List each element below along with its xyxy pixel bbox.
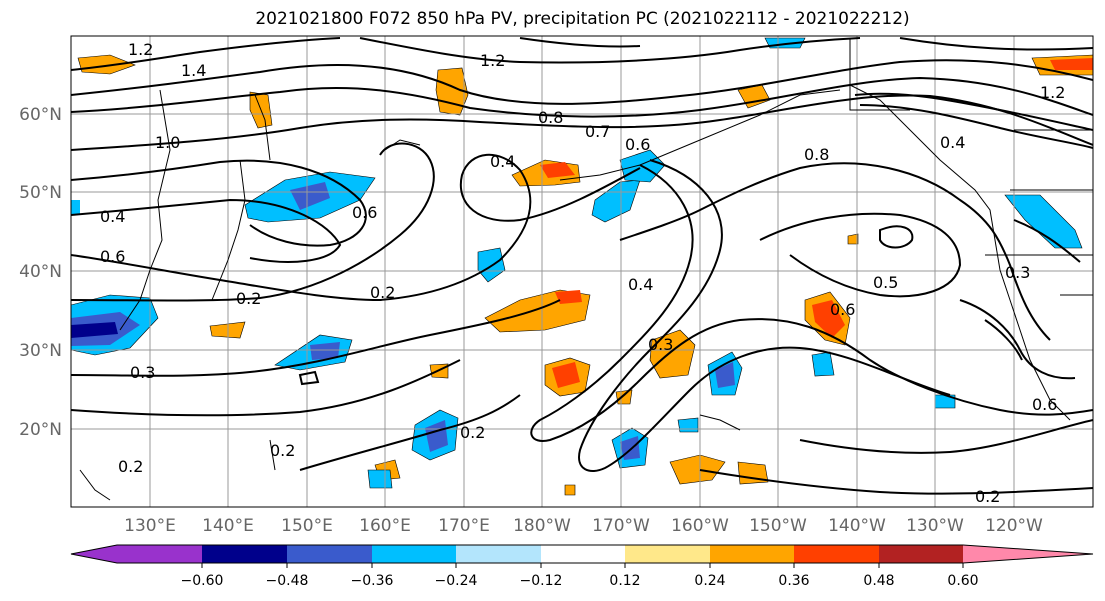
lon-label: 130°W xyxy=(906,516,964,536)
coastlines xyxy=(79,38,1093,501)
colorbar-outline xyxy=(70,544,1094,564)
positive-precip-areas xyxy=(77,54,1093,496)
colorbar-tick-label: 0.24 xyxy=(694,573,725,589)
colorbar-cell xyxy=(287,545,372,563)
colorbar-tick-label: −0.48 xyxy=(266,573,309,589)
lat-label: 50°N xyxy=(19,183,62,203)
colorbar-tick-label: −0.60 xyxy=(181,573,224,589)
contour-label: 0.3 xyxy=(648,335,673,354)
colorbar-cell xyxy=(117,545,202,563)
contour-label: 0.6 xyxy=(830,300,855,319)
colorbar-cell xyxy=(625,545,710,563)
lat-label: 40°N xyxy=(19,262,62,282)
contour-label: 0.2 xyxy=(975,487,1000,506)
lon-label: 160°W xyxy=(671,516,729,536)
contour-label: 0.6 xyxy=(100,247,125,266)
contour-label: 0.6 xyxy=(352,203,377,222)
contour-label: 0.4 xyxy=(940,133,965,152)
colorbar-cell xyxy=(456,545,541,563)
lon-label: 180°W xyxy=(513,516,571,536)
map-title: 2021021800 F072 850 hPa PV, precipitatio… xyxy=(255,9,910,29)
contour-label: 0.8 xyxy=(804,145,829,164)
colorbar-ticks xyxy=(201,563,964,568)
contour-label: 0.4 xyxy=(490,152,515,171)
colorbar-tick-label: 0.60 xyxy=(947,573,978,589)
lat-label: 30°N xyxy=(19,341,62,361)
contour-label: 0.3 xyxy=(130,363,155,382)
lat-label: 60°N xyxy=(19,105,62,125)
contour-label: 0.2 xyxy=(370,283,395,302)
lon-label: 140°E xyxy=(202,516,254,536)
gridlines xyxy=(71,36,1093,507)
lon-label: 150°W xyxy=(749,516,807,536)
map-frame xyxy=(70,35,1094,508)
colorbar-tick-label: 0.48 xyxy=(863,573,894,589)
contour-label: 0.2 xyxy=(236,289,261,308)
contour-label: 1.4 xyxy=(181,61,206,80)
colorbar-cell xyxy=(879,545,963,563)
colorbar-tick-label: 0.12 xyxy=(609,573,640,589)
colorbar-tick-label: −0.24 xyxy=(435,573,478,589)
contour-label: 0.6 xyxy=(625,135,650,154)
colorbar-cell xyxy=(710,545,794,563)
longitude-labels: 130°E 140°E 150°E 160°E 170°E 180°W 170°… xyxy=(124,516,1043,536)
colorbar-cell xyxy=(541,545,625,563)
contour-label: 1.2 xyxy=(480,51,505,70)
lon-label: 170°W xyxy=(592,516,650,536)
colorbar-tick-label: 0.36 xyxy=(778,573,809,589)
contour-label: 0.2 xyxy=(118,457,143,476)
pv-contours xyxy=(71,37,1093,495)
contour-label: 0.2 xyxy=(460,423,485,442)
contour-label: 0.4 xyxy=(100,207,125,226)
colorbar-tick-label: −0.12 xyxy=(520,573,563,589)
contour-label: 0.3 xyxy=(1005,263,1030,282)
contour-label: 1.2 xyxy=(1040,83,1065,102)
lon-label: 170°E xyxy=(438,516,490,536)
contour-label: 1.0 xyxy=(155,133,180,152)
colorbar-cell xyxy=(372,545,456,563)
lat-label: 20°N xyxy=(19,420,62,440)
colorbar-cell xyxy=(202,545,287,563)
lon-label: 120°W xyxy=(985,516,1043,536)
lon-label: 160°E xyxy=(359,516,411,536)
colorbar: −0.60 −0.48 −0.36 −0.24 −0.12 0.12 0.24 … xyxy=(70,544,1094,589)
contour-label: 1.2 xyxy=(128,40,153,59)
lon-label: 130°E xyxy=(124,516,176,536)
contour-label-group: 1.4 1.2 0.8 0.7 0.6 0.4 0.2 0.6 0.8 0.4 … xyxy=(100,40,1065,506)
colorbar-tick-label: −0.36 xyxy=(351,573,394,589)
colorbar-cell xyxy=(794,545,879,563)
colorbar-cell xyxy=(71,545,117,563)
contour-label: 0.2 xyxy=(270,441,295,460)
contour-label: 0.7 xyxy=(585,122,610,141)
lon-label: 140°W xyxy=(828,516,886,536)
latitude-labels: 60°N 50°N 40°N 30°N 20°N xyxy=(19,105,62,440)
contour-label: 0.4 xyxy=(628,275,653,294)
lon-label: 150°E xyxy=(281,516,333,536)
contour-label: 0.6 xyxy=(1032,395,1057,414)
colorbar-cell xyxy=(963,545,1093,563)
contour-label: 0.8 xyxy=(538,108,563,127)
contour-label: 0.5 xyxy=(873,273,898,292)
